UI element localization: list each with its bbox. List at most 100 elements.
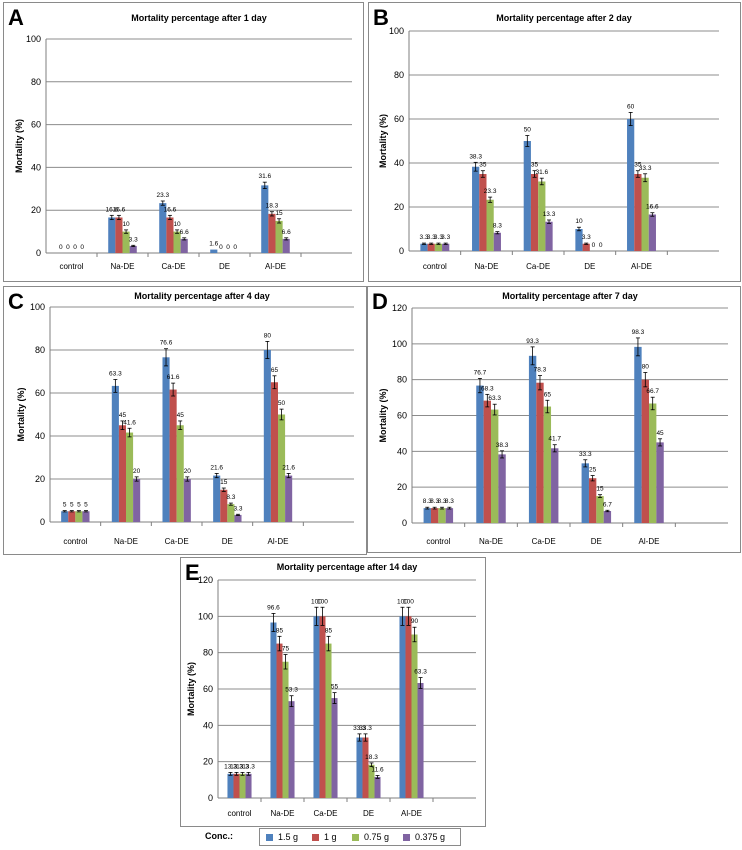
- legend-item-1: 1.5 g: [266, 832, 298, 842]
- chart-title: Mortality percentage after 1 day: [131, 13, 267, 23]
- bar: [270, 622, 277, 798]
- y-tick-label: 40: [203, 720, 213, 730]
- legend-title: Conc.:: [205, 831, 233, 841]
- x-tick-label: Al-DE: [631, 262, 652, 271]
- data-label: 8.3: [445, 498, 454, 505]
- legend-item-4: 0.375 g: [403, 832, 445, 842]
- y-tick-label: 20: [31, 205, 41, 215]
- bar: [275, 220, 283, 253]
- bar: [282, 238, 290, 253]
- data-label: 100: [397, 598, 408, 605]
- chart-svg-d: 0 20 40 60 80 100 120 Mortality percentage afte…: [378, 291, 728, 546]
- data-label: 8.3: [430, 498, 439, 505]
- data-label: 0: [592, 242, 596, 249]
- chart-panel-e: 0 20 40 60 80 100 120 Mortality percentage afte…: [180, 557, 486, 827]
- y-tick-label: 60: [397, 411, 407, 421]
- legend-label-1: 1.5 g: [278, 832, 299, 842]
- panel-letter-a: A: [8, 5, 24, 30]
- y-tick-label: 0: [402, 518, 407, 528]
- bar: [368, 764, 375, 798]
- legend-label-2: 1 g: [324, 832, 337, 842]
- y-axis-label: Mortality (%): [186, 662, 196, 716]
- bar: [166, 217, 174, 253]
- bar: [227, 504, 235, 522]
- bar: [356, 737, 363, 798]
- data-label: 16.6: [105, 206, 118, 213]
- bar: [634, 174, 642, 251]
- data-label: 98.3: [632, 329, 645, 336]
- data-label: 10: [122, 221, 130, 228]
- bar: [270, 382, 278, 522]
- bar: [227, 773, 234, 798]
- bar: [75, 511, 83, 522]
- bar: [319, 616, 326, 798]
- data-label: 100: [317, 598, 328, 605]
- data-label: 3.3: [419, 234, 428, 241]
- data-label: 80: [264, 332, 272, 339]
- data-label: 8.3: [493, 223, 502, 230]
- panel-letter-c: C: [8, 289, 24, 314]
- data-label: 76.7: [474, 369, 487, 376]
- data-label: 16.6: [113, 206, 126, 213]
- x-tick-label: Ca-DE: [526, 262, 550, 271]
- data-label: 96.6: [267, 604, 280, 611]
- data-label: 8.3: [423, 498, 432, 505]
- legend-item-2: 1 g: [312, 832, 337, 842]
- x-tick-label: Al-DE: [401, 809, 422, 818]
- y-tick-label: 20: [394, 202, 404, 212]
- data-label: 61.6: [167, 374, 180, 381]
- y-tick-label: 100: [26, 34, 41, 44]
- y-tick-label: 60: [35, 388, 45, 398]
- chart-panel-b: 0 20 40 60 80 100 Mortality percentage after 2…: [368, 2, 741, 282]
- bar: [122, 231, 130, 253]
- data-label: 5: [84, 502, 88, 509]
- data-label: 13.3: [242, 763, 255, 770]
- x-tick-label: Na-DE: [479, 537, 503, 546]
- bar: [445, 508, 454, 523]
- bar: [399, 616, 406, 798]
- bar: [656, 442, 664, 523]
- bar: [476, 385, 484, 523]
- data-label: 6.6: [282, 229, 291, 236]
- bar: [581, 463, 589, 523]
- data-label: 0: [226, 244, 230, 251]
- bar: [213, 475, 221, 522]
- bar: [180, 238, 188, 253]
- y-tick-label: 40: [397, 446, 407, 456]
- legend-swatch-2: [312, 834, 319, 842]
- data-label: 18.3: [266, 203, 279, 210]
- data-label: 3.3: [582, 234, 591, 241]
- bar: [528, 355, 537, 523]
- data-label: 41.7: [548, 436, 561, 443]
- data-label: 35: [634, 162, 642, 169]
- x-tick-label: Ca-DE: [313, 809, 337, 818]
- x-tick-label: Al-DE: [268, 537, 289, 546]
- bar: [491, 409, 499, 523]
- chart-title: Mortality percentage after 4 day: [134, 291, 270, 301]
- data-label: 0: [66, 244, 70, 251]
- data-label: 15: [220, 479, 228, 486]
- bar: [596, 496, 604, 523]
- x-tick-label: Ca-DE: [165, 537, 189, 546]
- data-label: 100: [311, 598, 322, 605]
- data-label: 0: [233, 244, 237, 251]
- data-label: 38.3: [496, 442, 509, 449]
- y-tick-label: 80: [397, 375, 407, 385]
- bar: [61, 511, 69, 522]
- legend-label-4: 0.375 g: [415, 832, 446, 842]
- panel-letter-b: B: [373, 5, 389, 30]
- bar: [641, 379, 649, 523]
- data-label: 80: [642, 364, 650, 371]
- legend-swatch-1: [266, 834, 273, 842]
- data-label: 66.7: [646, 388, 659, 395]
- bar: [176, 425, 184, 522]
- x-tick-label: DE: [219, 262, 230, 271]
- bar: [434, 243, 443, 251]
- bar: [183, 479, 191, 522]
- data-label: 10: [575, 218, 583, 225]
- chart-panel-d: 0 20 40 60 80 100 120 Mortality percentage afte…: [367, 286, 741, 553]
- y-axis-label: Mortality (%): [14, 119, 24, 173]
- bar: [648, 214, 656, 251]
- x-tick-label: control: [423, 262, 447, 271]
